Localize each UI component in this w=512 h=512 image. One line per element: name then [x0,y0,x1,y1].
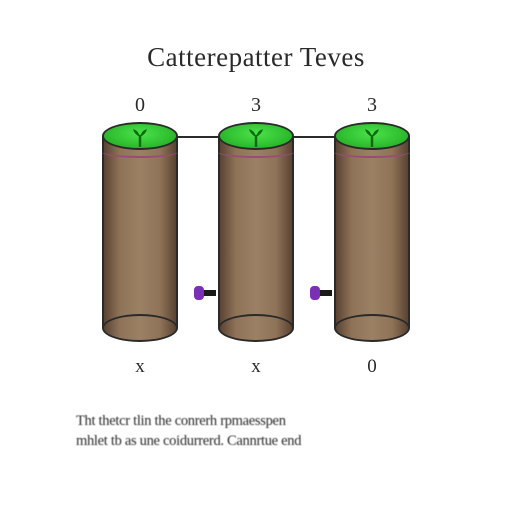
cylinder [102,122,178,342]
sprout-icon [244,125,268,149]
connector-wire [294,136,334,138]
cylinder-bottom [102,314,178,342]
sprout-icon [128,125,152,149]
top-label-0: 0 [125,94,155,117]
bottom-label-1: x [241,356,271,378]
caption-line: Tht thetcr tlin the conrerh rpmaesspen [76,413,286,429]
bottom-label-0: x [125,356,155,378]
page-title: Catterepatter Teves [0,42,512,73]
bottom-label-2: 0 [357,356,387,378]
cylinder [218,122,294,342]
caption-line: mhlet tb as une coidurrerd. Cannrtue end [76,433,301,449]
peg-icon [310,284,332,302]
cylinder-bottom [218,314,294,342]
caption-text: Tht thetcr tlin the conrerh rpmaesspen m… [76,412,456,451]
connector-wire [178,136,218,138]
peg-icon [194,284,216,302]
cylinder-body [334,136,410,328]
sprout-icon [360,125,384,149]
cylinder-body [102,136,178,328]
cylinder-body [218,136,294,328]
diagram-stage: 0 3 3 [90,94,422,384]
cylinder [334,122,410,342]
top-label-2: 3 [357,94,387,117]
cylinder-bottom [334,314,410,342]
top-label-1: 3 [241,94,271,117]
